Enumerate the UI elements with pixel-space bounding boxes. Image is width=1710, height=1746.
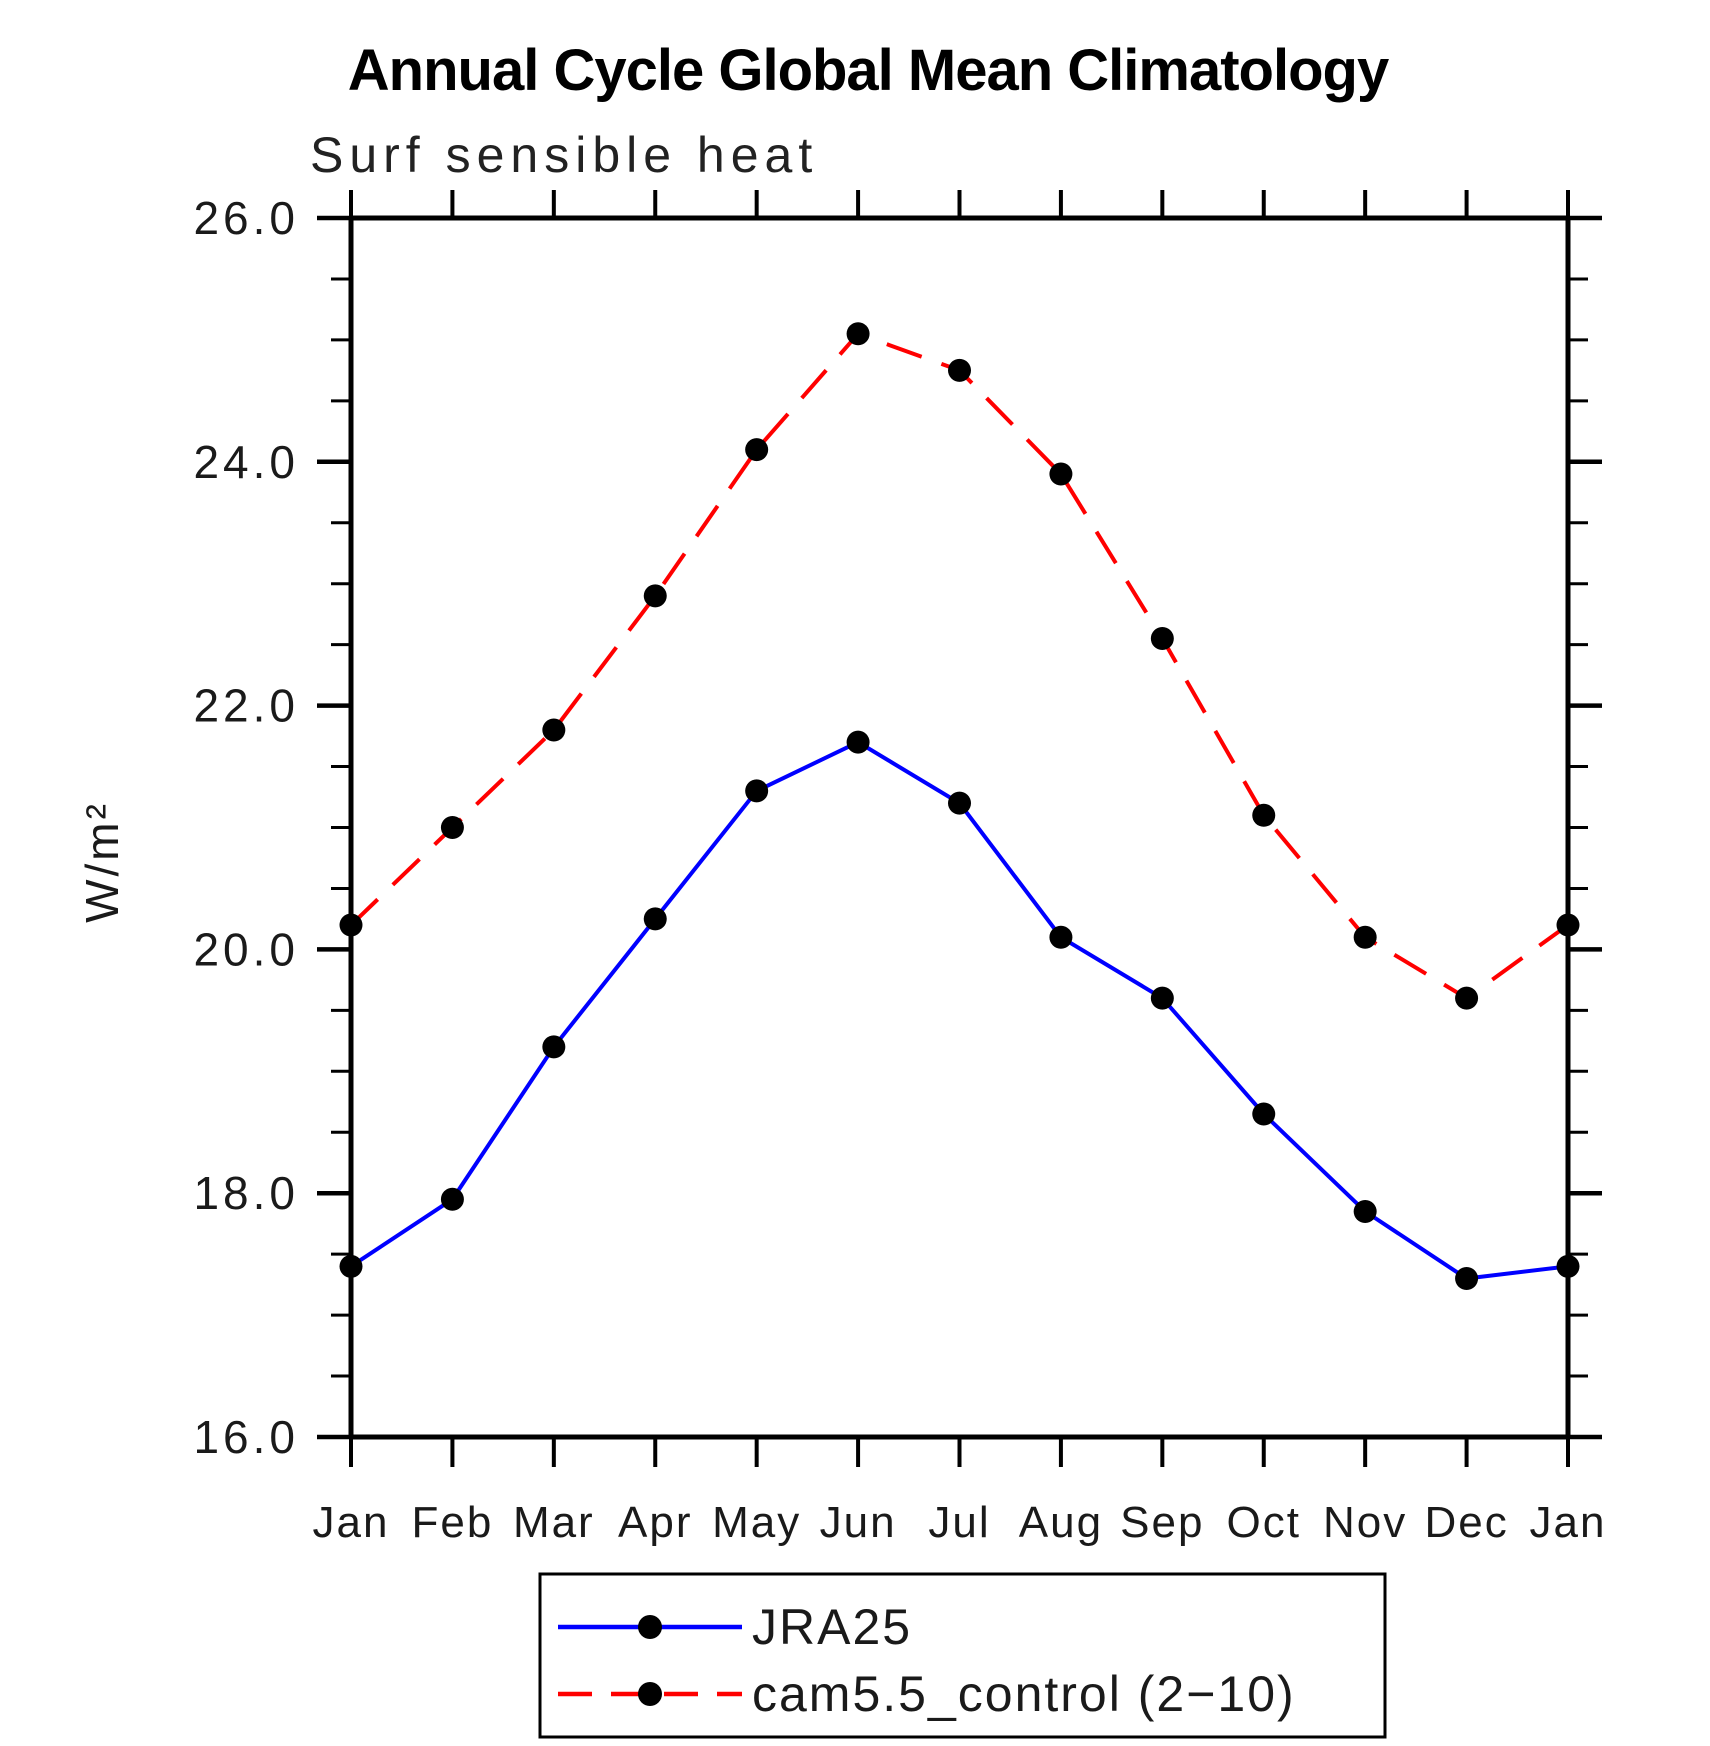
x-tick-label: Oct [1227,1498,1301,1547]
x-tick-label: Jan [313,1498,390,1547]
x-tick-label: Jan [1530,1498,1607,1547]
data-point [745,438,769,462]
data-point [542,1035,566,1059]
data-point [1049,925,1073,949]
data-point [948,358,971,382]
data-point [440,816,464,839]
series-line-0 [349,739,1569,1281]
x-tick-label: Mar [513,1498,595,1547]
data-point [1556,1254,1580,1278]
x-tick-label: Sep [1120,1498,1204,1547]
y-tick-label: 16.0 [193,1411,299,1463]
y-tick-label: 26.0 [193,192,299,244]
chart-subtitle: Surf sensible heat [310,127,818,183]
legend-label: JRA25 [752,1599,912,1655]
x-tick-label: Nov [1323,1498,1407,1547]
data-point [1252,1102,1276,1126]
axis-ticks: 16.0 18.0 20.0 22.0 24.0 26.0 Jan Feb Mar Apr May J… [193,190,1607,1547]
data-point [1252,803,1276,827]
data-point [1353,925,1377,949]
x-tick-label: Aug [1019,1498,1103,1547]
legend-marker [638,1682,662,1706]
data-point [846,730,870,754]
data-point [643,907,667,931]
y-axis-label: W/m² [76,801,128,923]
series-line-1 [349,331,1570,1001]
y-tick-label: 24.0 [193,436,299,488]
data-point [1150,986,1174,1010]
data-point [339,1254,363,1278]
data-point [339,913,363,937]
x-tick-label: Feb [412,1498,494,1547]
axis-frame [348,215,1571,1440]
data-point [1556,913,1580,937]
x-tick-label: Apr [618,1498,692,1547]
data-point [1150,627,1174,651]
x-tick-label: Dec [1424,1498,1508,1547]
data-point [846,322,870,346]
data-point [643,584,667,608]
data-point [542,718,566,742]
y-tick-label: 20.0 [193,923,299,975]
data-point [948,791,971,815]
data-point [745,779,769,803]
legend-box [538,1572,1387,1739]
chart-title: Annual Cycle Global Mean Climatology [348,38,1389,103]
x-tick-label: Jul [928,1498,990,1547]
x-tick-label: Jun [820,1498,897,1547]
data-series [339,322,1580,1291]
x-tick-label: May [712,1498,801,1547]
y-tick-label: 18.0 [193,1167,299,1219]
data-point [1455,986,1479,1010]
data-point [1049,462,1073,486]
data-point [440,1187,464,1211]
legend-marker [638,1615,662,1639]
y-tick-label: 22.0 [193,680,299,732]
legend-label: cam5.5_control (2−10) [752,1666,1296,1722]
data-point [1353,1199,1377,1223]
data-point [1455,1267,1479,1291]
legend: JRA25 cam5.5_control (2−10) [538,1572,1387,1739]
